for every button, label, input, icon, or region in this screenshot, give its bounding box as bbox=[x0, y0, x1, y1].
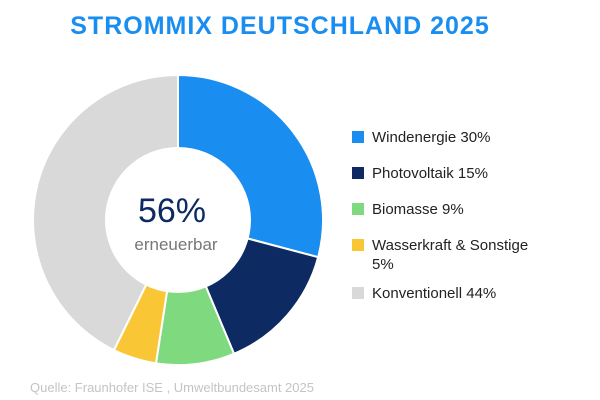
legend-label-biomasse: Biomasse 9% bbox=[372, 201, 464, 218]
chart-title: STROMMIX DEUTSCHLAND 2025 bbox=[70, 12, 490, 40]
legend-swatch-biomasse bbox=[352, 203, 364, 215]
legend-swatch-konventionell bbox=[352, 287, 364, 299]
legend-label-wind: Windenergie 30% bbox=[372, 129, 491, 146]
legend-item-konventionell: Konventionell 44% bbox=[352, 284, 592, 303]
legend-label-wasserkraft: Wasserkraft & Sonstige bbox=[372, 237, 529, 254]
legend-swatch-photovoltaik bbox=[352, 167, 364, 179]
source-note: Quelle: Fraunhofer ISE , Umweltbundesamt… bbox=[30, 380, 314, 395]
legend-item-wind: Windenergie 30% bbox=[352, 128, 592, 147]
legend-swatch-wind bbox=[352, 131, 364, 143]
chart-legend: Windenergie 30% Photovoltaik 15% Biomass… bbox=[352, 128, 592, 320]
legend-item-photovoltaik: Photovoltaik 15% bbox=[352, 164, 592, 183]
center-caption: erneuerbar bbox=[134, 235, 218, 254]
legend-label-wasserkraft-percent: 5% bbox=[372, 256, 394, 273]
donut-hole bbox=[105, 147, 251, 293]
legend-item-wasserkraft: Wasserkraft & Sonstige 5% bbox=[352, 236, 592, 274]
legend-item-biomasse: Biomasse 9% bbox=[352, 200, 592, 219]
legend-label-photovoltaik: Photovoltaik 15% bbox=[372, 165, 488, 182]
legend-swatch-wasserkraft bbox=[352, 239, 364, 251]
center-percentage: 56% bbox=[138, 192, 206, 230]
legend-label-konventionell: Konventionell 44% bbox=[372, 285, 497, 302]
